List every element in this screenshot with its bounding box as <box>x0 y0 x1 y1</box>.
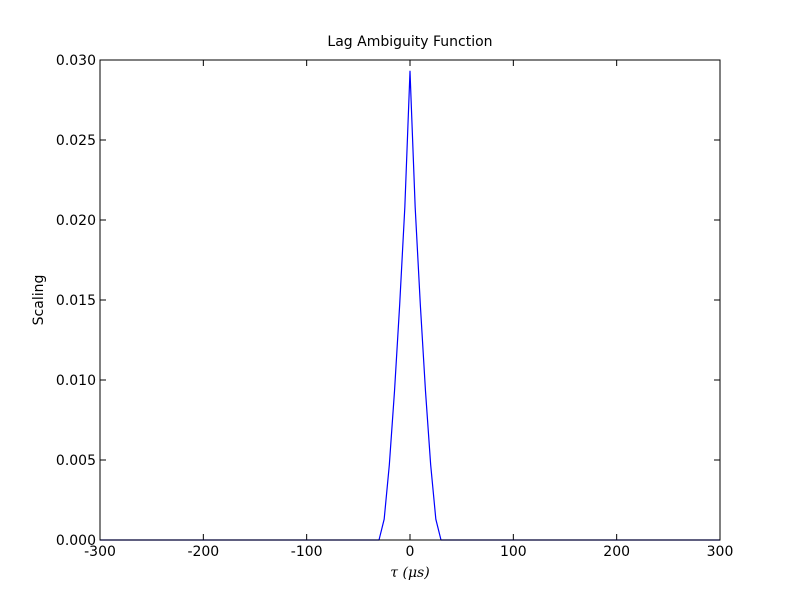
x-tick-label: 0 <box>406 544 415 560</box>
y-tick-label: 0.005 <box>56 453 96 469</box>
y-tick-label: 0.025 <box>56 133 96 149</box>
x-tick-label: 200 <box>603 544 630 560</box>
series-line <box>100 70 720 541</box>
y-tick-label: 0.015 <box>56 293 96 309</box>
chart-title: Lag Ambiguity Function <box>327 34 492 50</box>
y-tick-label: 0.000 <box>56 533 96 549</box>
ticks-layer: -300 -200 -100 0 100 200 300 0.000 0.005 0.010 0.0… <box>56 53 733 560</box>
x-tick-label: -200 <box>187 544 219 560</box>
plot-area-frame <box>99 59 721 541</box>
y-tick-label: 0.010 <box>56 373 96 389</box>
y-tick-label: 0.030 <box>56 53 96 69</box>
series-layer <box>100 70 720 541</box>
y-axis-label: Scaling <box>31 275 47 326</box>
x-tick-label: -300 <box>84 544 116 560</box>
x-tick-label: -100 <box>291 544 323 560</box>
x-axis-label: τ (μs) <box>390 565 429 581</box>
x-tick-label: 100 <box>500 544 527 560</box>
x-tick-label: 300 <box>707 544 734 560</box>
y-tick-label: 0.020 <box>56 213 96 229</box>
